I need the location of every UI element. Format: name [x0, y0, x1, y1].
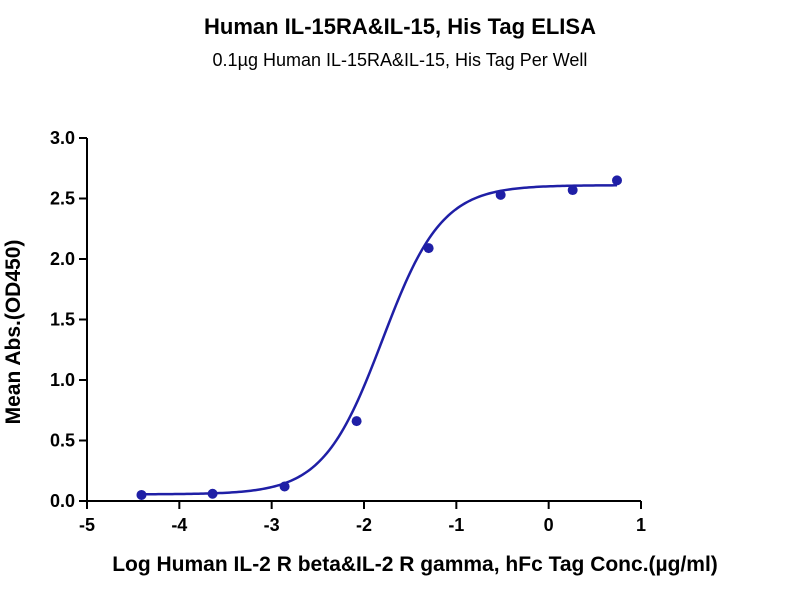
x-tick-label: 1 [636, 515, 646, 535]
x-axis-label: Log Human IL-2 R beta&IL-2 R gamma, hFc … [112, 553, 718, 576]
data-point [567, 185, 578, 196]
x-tick-label: -2 [356, 515, 372, 535]
data-point [423, 243, 434, 254]
x-tick-label: -3 [264, 515, 280, 535]
y-tick-label: 1.0 [50, 370, 75, 390]
data-point [611, 175, 622, 186]
axes: -5 -4 -3 -2 -1 0 1 0.0 0.5 1.0 1.5 2.0 2.5 3.0 [50, 128, 646, 535]
x-tick-label: -5 [79, 515, 95, 535]
data-point [279, 481, 290, 492]
fit-curve-layer [141, 184, 617, 496]
y-tick-label: 2.0 [50, 249, 75, 269]
y-tick-label: 3.0 [50, 128, 75, 148]
data-point [136, 489, 147, 500]
chart-title: Human IL-15RA&IL-15, His Tag ELISA [204, 14, 596, 39]
y-tick-label: 1.5 [50, 310, 75, 330]
y-tick-label: 0.0 [50, 491, 75, 511]
x-tick-label: -1 [448, 515, 464, 535]
data-points-layer [136, 175, 622, 500]
data-point [351, 416, 362, 427]
x-tick-label: -4 [171, 515, 187, 535]
data-point [495, 189, 506, 200]
data-point [207, 488, 218, 499]
chart-subtitle: 0.1µg Human IL-15RA&IL-15, His Tag Per W… [212, 50, 588, 70]
fit-curve [141, 184, 617, 496]
y-tick-label: 2.5 [50, 189, 75, 209]
x-tick-label: 0 [544, 515, 554, 535]
y-tick-label: 0.5 [50, 431, 75, 451]
